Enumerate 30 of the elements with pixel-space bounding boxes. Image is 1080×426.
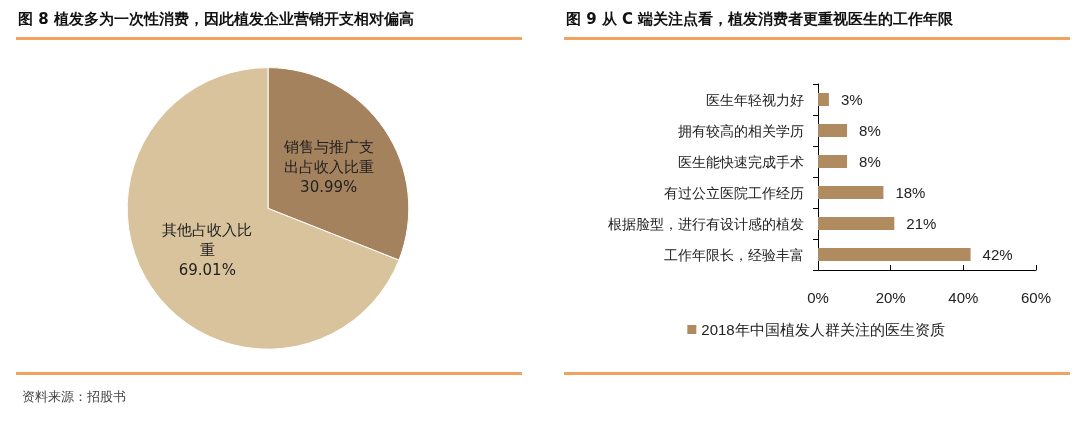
data-label: 69.01% — [178, 260, 236, 279]
bar — [818, 216, 895, 231]
data-label: 3% — [840, 91, 863, 108]
y-tick-label: 医生能快速完成手术 — [678, 153, 804, 170]
text: 资料来源：招股书 — [22, 388, 126, 406]
data-label: 42% — [982, 246, 1013, 263]
legend-label: 2018年中国植发人群关注的医生资质 — [701, 321, 945, 338]
data-label: 8% — [859, 153, 881, 170]
x-tick-label: 20% — [875, 289, 906, 306]
slice-label: 销售与推广支出占收入比重 — [282, 138, 374, 177]
x-tick-label: 0% — [807, 289, 829, 306]
data-label: 30.99% — [300, 178, 358, 197]
bar — [818, 123, 848, 138]
data-label: 21% — [906, 215, 937, 232]
slice-label: 其他占收入比重 — [162, 220, 253, 259]
x-tick-label: 40% — [948, 289, 979, 306]
x-tick-label: 60% — [1020, 289, 1052, 306]
y-tick-label: 医生年轻视力好 — [706, 91, 804, 108]
y-tick-label: 工作年限长，经验丰富 — [664, 246, 804, 263]
bar — [818, 92, 829, 107]
data-label: 8% — [859, 122, 881, 139]
y-tick-label: 有过公立医院工作经历 — [664, 184, 804, 201]
y-tick-label: 拥有较高的相关学历 — [678, 122, 804, 139]
bar — [818, 154, 848, 169]
bar — [818, 185, 884, 200]
chart-title: 图 9 从 C 端关注点看，植发消费者更重视医生的工作年限 — [566, 10, 954, 29]
bar — [818, 247, 971, 262]
chart-title: 图 8 植发多为一次性消费，因此植发企业营销开支相对偏高 — [18, 10, 414, 29]
data-label: 18% — [895, 184, 926, 201]
y-tick-label: 根据脸型，进行有设计感的植发 — [608, 215, 804, 232]
